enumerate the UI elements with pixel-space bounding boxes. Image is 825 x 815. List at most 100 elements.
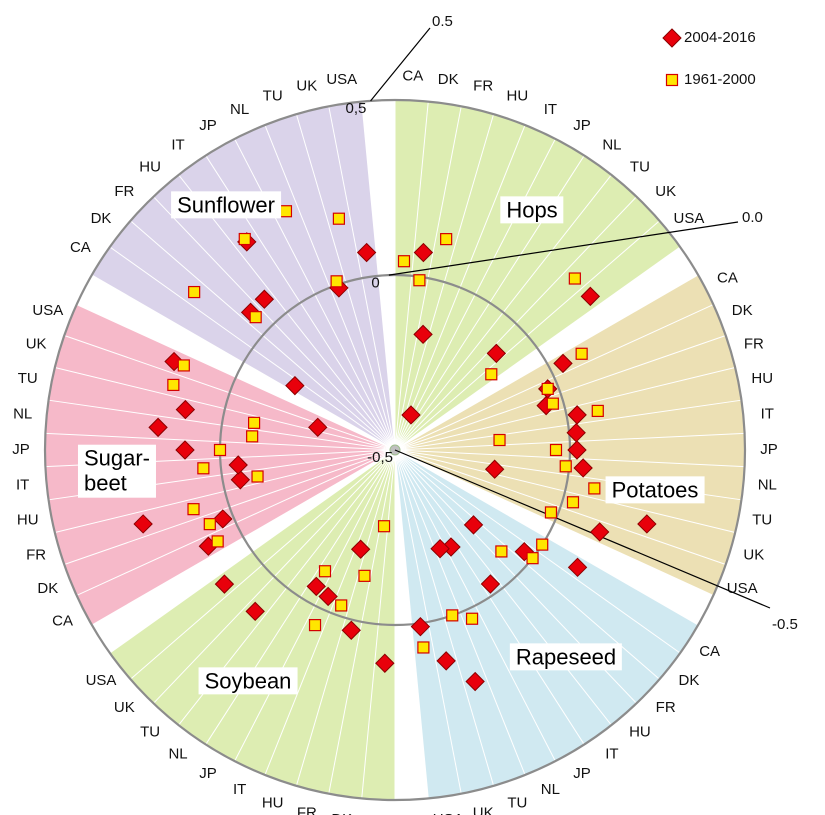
data-point (254, 289, 275, 309)
data-point (430, 538, 450, 559)
category-label: IT (16, 477, 29, 494)
data-point (247, 416, 261, 429)
category-label: FR (26, 546, 46, 563)
category-label: HU (751, 370, 773, 387)
data-point (228, 455, 248, 475)
category-label: CA (717, 270, 738, 287)
legend-marker (665, 73, 679, 87)
data-point (417, 641, 430, 654)
data-point (285, 375, 305, 396)
data-point (413, 324, 433, 345)
data-point (197, 462, 210, 475)
y-tick-label: 0,5 (346, 100, 367, 117)
data-point (211, 535, 224, 548)
data-point (335, 599, 348, 612)
category-label: NL (13, 405, 32, 422)
category-label: JP (12, 441, 30, 458)
group-label: Hops (500, 196, 564, 224)
data-point (238, 232, 251, 246)
data-point (446, 609, 459, 622)
category-label: JP (760, 441, 778, 458)
category-label: TU (263, 88, 283, 105)
category-label: UK (655, 183, 676, 200)
grid-ring (43, 98, 747, 802)
category-label: UK (473, 804, 494, 815)
data-point (495, 545, 508, 558)
category-label: CA (70, 239, 91, 256)
data-point (436, 651, 456, 671)
y-tick-label: 0 (371, 274, 379, 291)
data-point (356, 242, 377, 263)
category-label: HU (262, 794, 284, 811)
category-label: DK (732, 302, 753, 319)
data-point (493, 433, 506, 447)
data-point (588, 482, 601, 495)
data-point (148, 417, 168, 438)
data-point (308, 619, 322, 632)
group-label: Sunflower (171, 191, 281, 219)
data-point (567, 440, 587, 460)
category-label: DK (91, 210, 112, 227)
category-label: TU (752, 512, 772, 529)
group-label: Potatoes (605, 476, 705, 504)
category-label: CA (402, 67, 423, 84)
category-label: NL (602, 136, 621, 153)
category-label: CA (52, 612, 73, 629)
data-point (526, 552, 539, 565)
data-point (249, 311, 262, 324)
sector (395, 100, 681, 450)
annotation-label: -0.5 (772, 616, 798, 633)
category-label: FR (656, 699, 676, 716)
category-label: IT (544, 101, 557, 118)
category-label: USA (674, 210, 705, 227)
data-point (318, 586, 338, 607)
category-label: HU (506, 88, 528, 105)
data-point (566, 496, 580, 509)
annotation-label: 0.5 (432, 13, 453, 30)
data-point (133, 514, 153, 534)
data-point (188, 285, 201, 299)
category-label: TU (140, 724, 160, 741)
category-label: UK (743, 546, 764, 563)
data-point (484, 459, 505, 479)
category-label: HU (17, 512, 39, 529)
data-point (413, 274, 426, 287)
group-label: Soybean (198, 667, 298, 695)
category-label: DK (331, 811, 352, 815)
data-point (553, 353, 573, 374)
data-point (544, 506, 558, 519)
data-point (213, 509, 233, 529)
annotation-line (394, 449, 771, 609)
data-point (306, 576, 326, 597)
data-point (541, 382, 554, 395)
data-point (463, 515, 484, 535)
category-label: DK (679, 672, 700, 689)
category-label: FR (744, 336, 764, 353)
data-point (230, 470, 251, 490)
data-point (575, 347, 588, 360)
data-point (341, 620, 361, 640)
category-label: JP (573, 117, 591, 134)
group-label: Rapeseed (509, 643, 623, 671)
category-label: USA (326, 71, 357, 88)
data-point (485, 368, 498, 381)
data-point (318, 565, 332, 578)
legend-label: 1961-2000 (684, 71, 756, 88)
category-label: USA (727, 580, 758, 597)
data-point (440, 233, 453, 246)
data-point (465, 671, 485, 692)
annotation-label: 0.0 (742, 209, 763, 226)
category-label: TU (507, 794, 527, 811)
category-label: HU (629, 724, 651, 741)
category-label: USA (32, 302, 63, 319)
y-tick-label: -0,5 (367, 449, 393, 466)
data-point (214, 574, 235, 594)
data-point (637, 514, 657, 534)
category-label: NL (758, 477, 777, 494)
category-label: JP (199, 765, 217, 782)
category-label: NL (168, 746, 187, 763)
category-label: IT (171, 136, 184, 153)
category-label: FR (473, 78, 493, 95)
data-point (567, 405, 587, 425)
